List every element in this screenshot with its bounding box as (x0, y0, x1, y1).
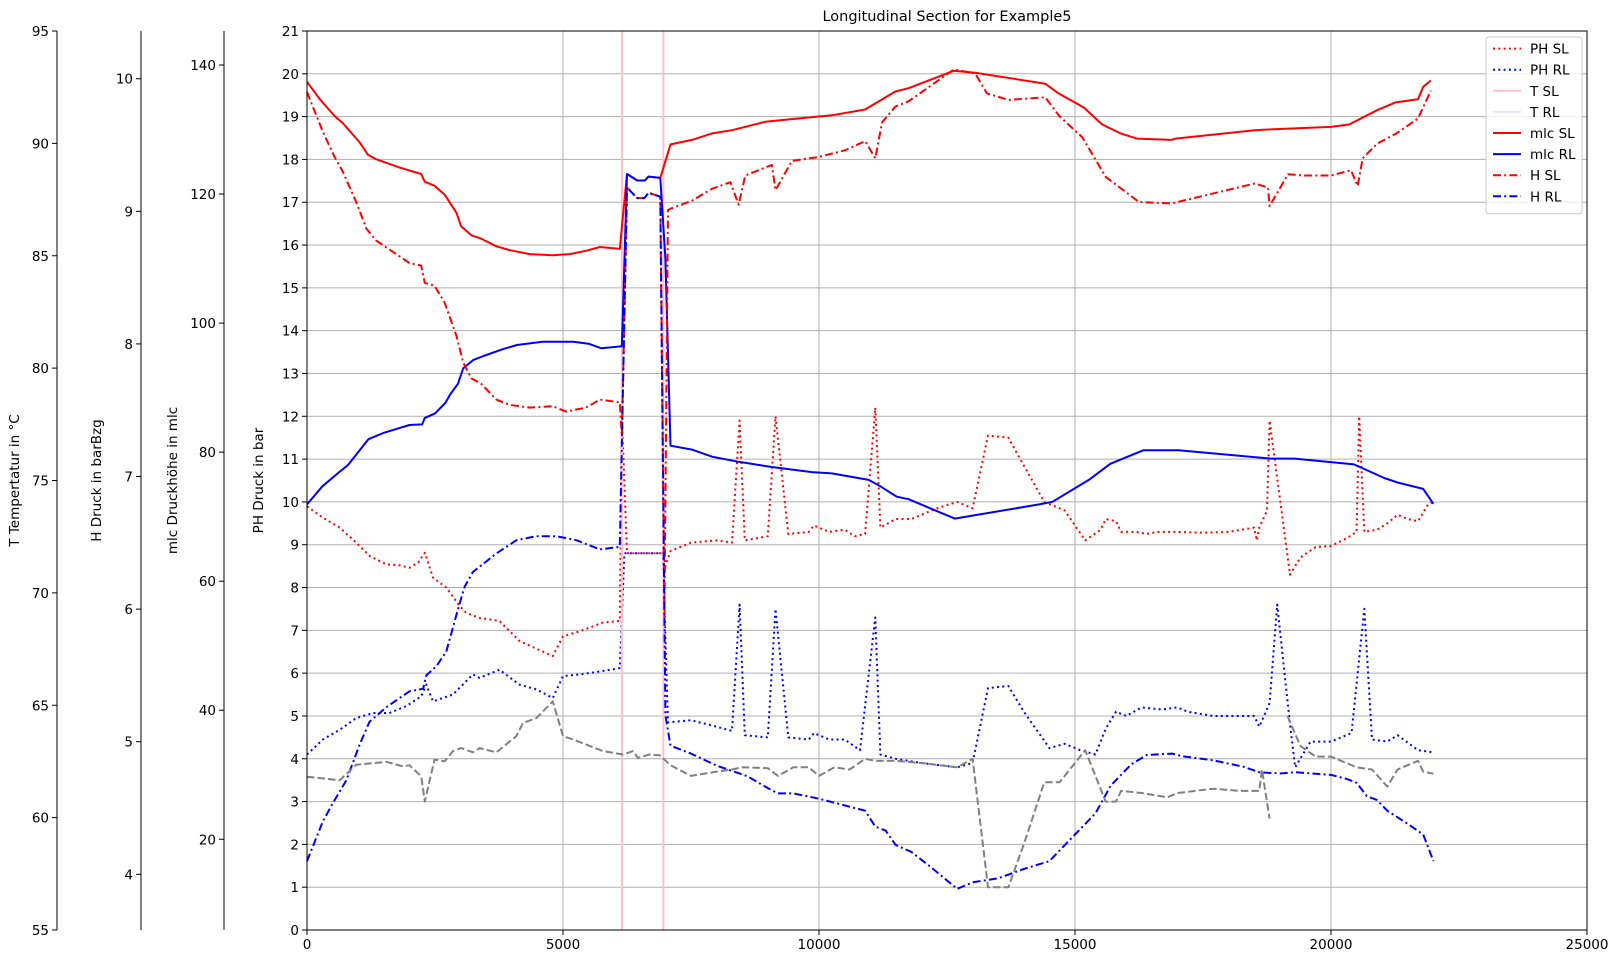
ph-axis-label: PH Druck in bar (251, 427, 267, 533)
x-tick-label: 20000 (1310, 937, 1353, 953)
h-tick-label: 4 (124, 867, 133, 883)
ph-tick-label: 4 (290, 752, 299, 768)
legend-label: PH SL (1530, 42, 1569, 58)
t-tick-label: 70 (32, 586, 49, 602)
t-axis-label: T Tempertatur in °C (7, 414, 23, 547)
t-tick-label: 95 (32, 24, 49, 40)
legend-label: T SL (1529, 84, 1559, 100)
x-tick-label: 0 (303, 937, 312, 953)
t-tick-label: 65 (32, 698, 49, 714)
ph-tick-label: 9 (290, 538, 299, 554)
ph-tick-label: 11 (282, 452, 299, 468)
mlc-axis-label: mlc Druckhöhe in mlc (165, 407, 181, 554)
ph-tick-label: 21 (282, 24, 299, 40)
legend-item-h-sl: H SL (1493, 168, 1561, 184)
legend-label: mlc SL (1530, 126, 1575, 142)
legend: PH SL PH RL T SL T RL mlc SL mlc RL H SL H RL (1485, 36, 1583, 215)
ph-tick-label: 2 (290, 837, 299, 853)
plot-frame (306, 30, 1588, 931)
legend-label: T RL (1529, 105, 1560, 121)
h-tick-label: 9 (124, 204, 133, 220)
h-tick-label: 5 (124, 735, 133, 751)
series-ph-rl-line (306, 552, 1434, 769)
series-h-sl-line (306, 68, 1432, 619)
ph-tick-label: 12 (282, 409, 299, 425)
ph-tick-label: 6 (290, 666, 299, 682)
legend-label: H RL (1530, 189, 1562, 205)
chart-title: Longitudinal Section for Example5 (822, 9, 1071, 25)
mlc-tick-label: 20 (199, 832, 216, 848)
legend-item-ph-rl: PH RL (1493, 63, 1570, 79)
x-tick-label: 5000 (546, 937, 580, 953)
ph-tick-label: 17 (282, 195, 299, 211)
series-h-rl-line (306, 186, 1435, 890)
t-tick-label: 55 (32, 923, 49, 939)
t-tick-label: 85 (32, 249, 49, 265)
ph-tick-label: 1 (290, 880, 299, 896)
ph-tick-label: 15 (282, 281, 299, 297)
series-unlabeled-line (306, 700, 1434, 889)
legend-label: H SL (1530, 168, 1561, 184)
ph-tick-label: 20 (282, 67, 299, 83)
mlc-tick-label: 40 (199, 703, 216, 719)
legend-box (1485, 36, 1583, 215)
ph-tick-label: 14 (282, 324, 299, 340)
mlc-tick-label: 80 (199, 445, 216, 461)
ph-tick-label: 5 (290, 709, 299, 725)
h-tick-label: 7 (124, 470, 133, 486)
ph-tick-label: 0 (290, 923, 299, 939)
t-tick-label: 75 (32, 474, 49, 490)
axes: 0 5000 10000 15000 20000 25000556065707580859… (7, 24, 1608, 953)
mlc-tick-label: 100 (190, 316, 216, 332)
h-tick-label: 6 (124, 602, 133, 618)
ph-tick-label: 8 (290, 581, 299, 597)
series-lines (306, 31, 1435, 930)
ph-tick-label: 19 (282, 110, 299, 126)
series-mlc-rl-line (306, 173, 1435, 520)
x-tick-label: 15000 (1054, 937, 1097, 953)
ph-tick-label: 10 (282, 495, 299, 511)
x-tick-label: 10000 (798, 937, 841, 953)
h-axis-label: H Druck in barBzg (89, 419, 105, 541)
legend-item-mlc-sl: mlc SL (1493, 126, 1575, 142)
series-mlc-sl-line (306, 69, 1432, 257)
legend-label: PH RL (1530, 63, 1570, 79)
h-tick-label: 10 (116, 72, 133, 88)
t-tick-label: 90 (32, 136, 49, 152)
h-tick-label: 8 (124, 337, 133, 353)
x-tick-label: 25000 (1566, 937, 1609, 953)
ph-tick-label: 7 (290, 623, 299, 639)
ph-tick-label: 16 (282, 238, 299, 254)
ph-tick-label: 3 (290, 795, 299, 811)
series-ph-sl-line (306, 406, 1434, 657)
t-tick-label: 80 (32, 361, 49, 377)
ph-tick-label: 18 (282, 152, 299, 168)
legend-item-t-sl: T SL (1493, 84, 1559, 100)
mlc-tick-label: 140 (190, 58, 216, 74)
legend-item-t-rl: T RL (1493, 105, 1560, 121)
mlc-tick-label: 60 (199, 574, 216, 590)
legend-label: mlc RL (1530, 147, 1576, 163)
legend-item-ph-sl: PH SL (1493, 42, 1569, 58)
grid (306, 30, 1588, 931)
t-tick-label: 60 (32, 811, 49, 827)
legend-item-h-rl: H RL (1493, 189, 1562, 205)
ph-tick-label: 13 (282, 366, 299, 382)
mlc-tick-label: 120 (190, 187, 216, 203)
legend-item-mlc-rl: mlc RL (1493, 147, 1576, 163)
